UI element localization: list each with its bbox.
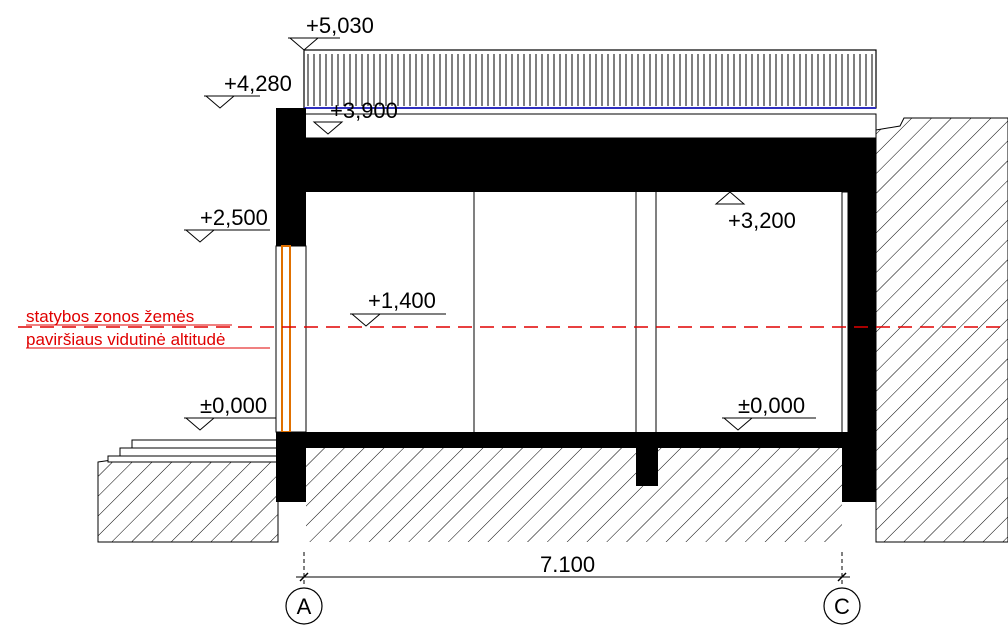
level-marker-window-top: +2,500 [184, 205, 270, 243]
middle-footing [636, 448, 658, 486]
svg-text:+1,400: +1,400 [368, 288, 436, 313]
level-marker-parapet: +4,280 [204, 71, 292, 109]
left-parapet-wall [276, 108, 306, 246]
level-marker-floor-left: ±0,000 [184, 393, 276, 431]
svg-text:±0,000: ±0,000 [738, 393, 805, 418]
svg-text:+5,030: +5,030 [306, 13, 374, 38]
soil-hatch-under [306, 448, 842, 542]
level-marker-roof-top: +3,900 [312, 98, 398, 135]
span-dimension: 7.100 [296, 552, 850, 584]
svg-text:+3,900: +3,900 [330, 98, 398, 123]
axis-marker-c: C [823, 587, 861, 625]
soil-hatch-left [97, 451, 279, 543]
floor-slab [276, 432, 876, 448]
span-dimension-label: 7.100 [540, 552, 595, 577]
svg-text:±0,000: ±0,000 [200, 393, 267, 418]
level-marker-ceiling: +3,200 [714, 191, 796, 233]
ground-note-line1: statybos zonos žemės [26, 307, 194, 326]
soil-hatch-right [875, 117, 1008, 543]
level-marker-floor-right: ±0,000 [722, 393, 816, 431]
entrance-steps [107, 439, 279, 463]
svg-text:A: A [297, 594, 312, 619]
svg-text:+4,280: +4,280 [224, 71, 292, 96]
right-wall-inner-face [841, 191, 849, 441]
axis-marker-a: A [285, 587, 323, 625]
level-marker-top-railing: +5,030 [288, 13, 374, 51]
roof-railing [303, 49, 877, 109]
svg-text:+3,200: +3,200 [728, 208, 796, 233]
svg-text:C: C [834, 594, 850, 619]
roof-slab [276, 138, 876, 192]
level-marker-mid: +1,400 [350, 288, 446, 327]
ground-note-line2: paviršiaus vidutinė altitudė [26, 330, 225, 349]
svg-text:+2,500: +2,500 [200, 205, 268, 230]
